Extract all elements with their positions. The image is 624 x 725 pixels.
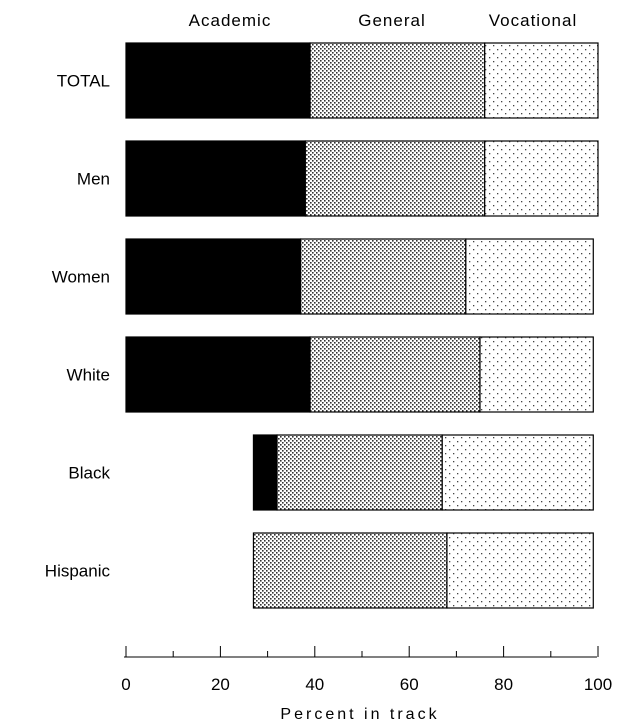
bars-group [125, 42, 599, 609]
bar-hispanic-general [252, 532, 448, 609]
x-axis-title: Percent in track [280, 706, 439, 723]
x-tick-label-40: 40 [305, 675, 324, 694]
category-label-men: Men [77, 170, 110, 189]
legend: Academic General Vocational [189, 11, 577, 30]
bar-women-vocational [465, 238, 594, 315]
x-tick-label-80: 80 [494, 675, 513, 694]
x-axis: 0 20 40 60 80 100 Percent in track [121, 646, 612, 723]
bar-hispanic-vocational [446, 532, 594, 609]
bar-women-academic [125, 238, 302, 315]
category-label-black: Black [68, 464, 110, 483]
bar-black-general [276, 434, 443, 511]
legend-label-general: General [358, 11, 425, 30]
bar-total-academic [125, 42, 311, 119]
x-tick-label-100: 100 [584, 675, 612, 694]
x-axis-ticks: 0 20 40 60 80 100 [121, 646, 612, 694]
category-label-white: White [67, 366, 110, 385]
bar-white-academic [125, 336, 311, 413]
category-label-total: TOTAL [57, 72, 110, 91]
category-label-women: Women [52, 268, 110, 287]
x-tick-label-20: 20 [211, 675, 230, 694]
bar-black-vocational [441, 434, 594, 511]
bar-total-vocational [484, 42, 599, 119]
category-labels: TOTAL Men Women White Black Hispanic [45, 72, 111, 581]
x-tick-label-0: 0 [121, 675, 130, 694]
bar-men-general [304, 140, 486, 217]
bar-men-academic [125, 140, 306, 217]
legend-label-academic: Academic [189, 11, 272, 30]
bar-white-general [309, 336, 481, 413]
bar-white-vocational [479, 336, 594, 413]
x-tick-label-60: 60 [400, 675, 419, 694]
bar-black-academic [252, 434, 278, 511]
category-label-hispanic: Hispanic [45, 562, 111, 581]
bar-total-general [309, 42, 486, 119]
bar-men-vocational [484, 140, 599, 217]
bar-women-general [300, 238, 467, 315]
legend-label-vocational: Vocational [489, 11, 577, 30]
